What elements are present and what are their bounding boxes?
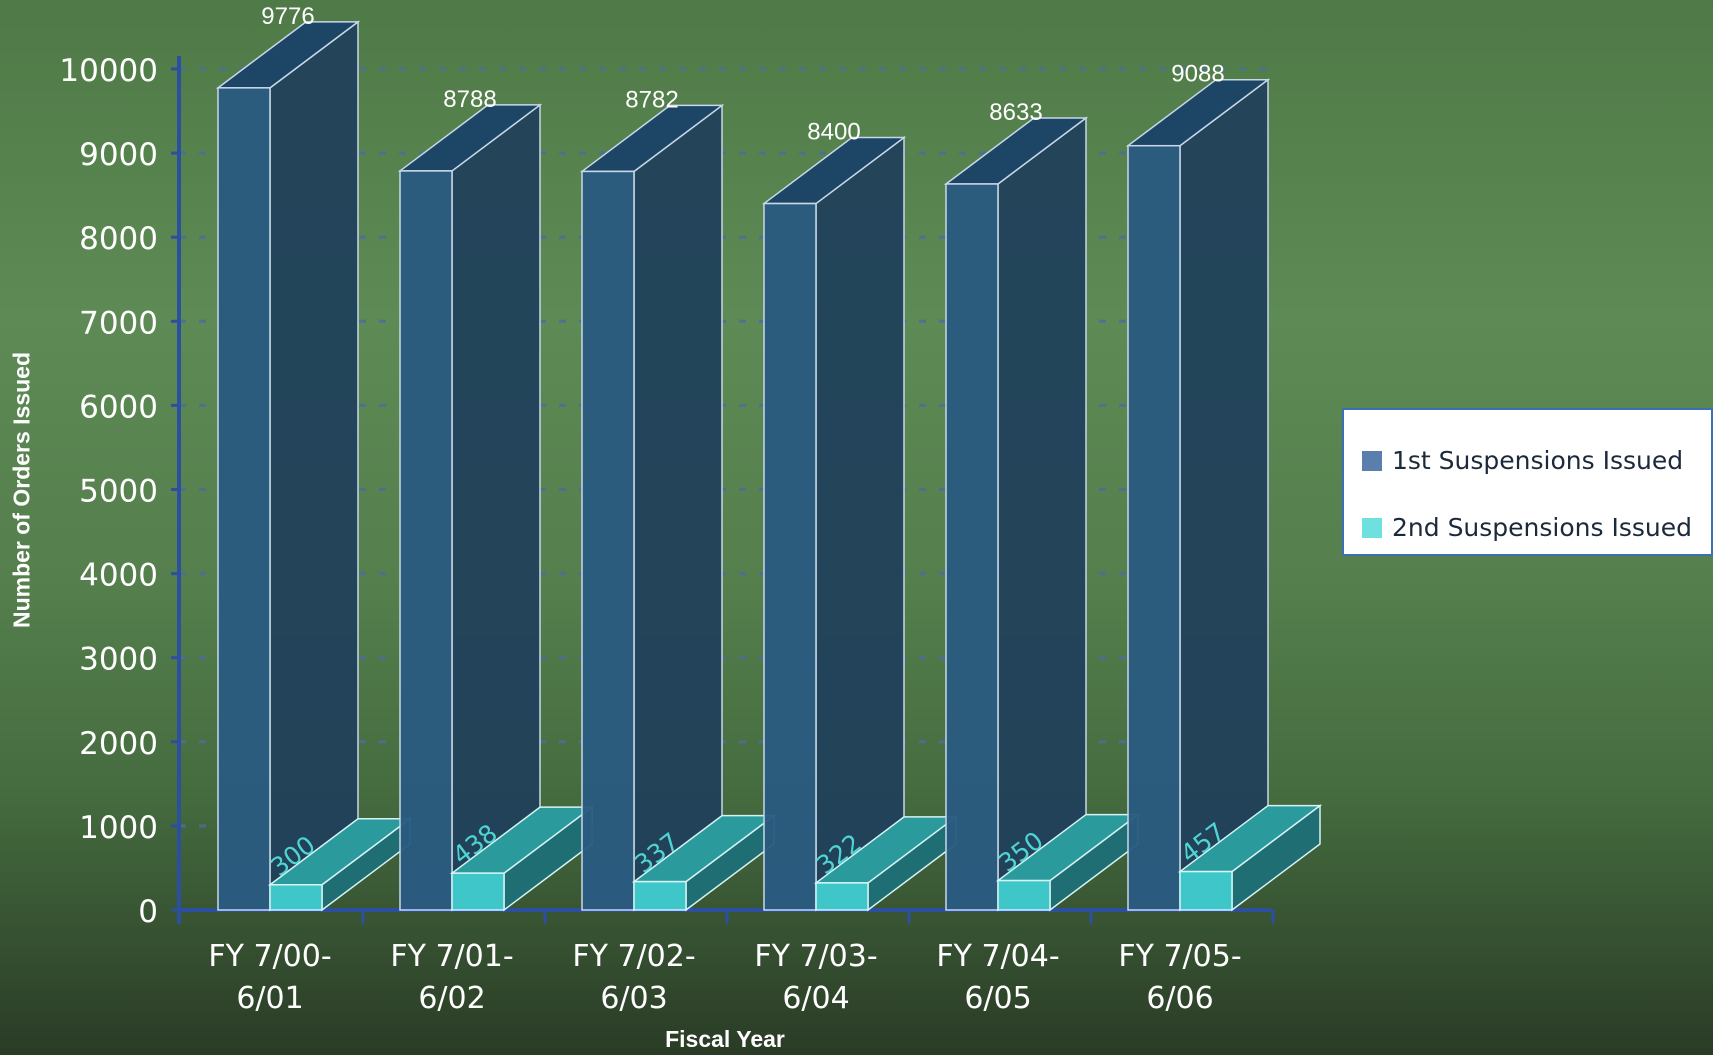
data-label-1st: 9088 [1171,61,1224,88]
x-axis-title: Fiscal Year [665,1026,785,1052]
bar-2nd-front [815,882,869,911]
axes [171,56,1275,924]
data-label-1st: 8782 [625,86,678,113]
bar-2nd-front [451,872,505,911]
bar-1st-side [815,136,905,912]
x-category-label: FY 7/01- [390,939,513,974]
bar-2nd-front [1179,870,1233,911]
bar-1st-front [1127,144,1181,911]
y-tick-label: 3000 [79,642,158,678]
y-tick-label: 5000 [79,474,158,510]
bar-1st-front [763,202,817,911]
x-category-label: FY 7/02- [572,939,695,974]
y-axis-title: Number of Orders Issued [8,351,35,629]
y-tick-label: 9000 [79,137,158,173]
bar-1st-side [633,103,723,912]
y-tick-label: 2000 [79,726,158,762]
data-label-1st: 8400 [807,119,860,146]
y-tick-label: 8000 [79,221,158,257]
legend-label-1st: 1st Suspensions Issued [1392,446,1684,475]
y-tick-label: 6000 [79,389,158,425]
bar-1st-front [217,87,271,911]
bar-1st-side [269,20,359,912]
legend-label-2nd: 2nd Suspensions Issued [1392,513,1692,542]
bar-2nd-front [269,884,323,911]
data-label-1st: 8788 [443,86,496,113]
y-tick-label: 7000 [79,305,158,341]
x-category-label: FY 7/00- [208,939,331,974]
bar-1st-front [945,183,999,911]
legend-item-2nd: 2nd Suspensions Issued [1362,513,1692,542]
legend-item-1st: 1st Suspensions Issued [1362,446,1683,475]
bar-2nd-front [633,880,687,911]
y-tick-label: 10000 [59,53,158,89]
bar-1st-front [581,170,635,911]
y-tick-label: 0 [138,894,158,930]
legend-swatch-2nd [1362,517,1382,538]
x-category-label: FY 7/03- [754,939,877,974]
x-category-label: 6/06 [1146,981,1213,1016]
bars [215,20,1323,912]
x-category-label: 6/05 [964,981,1031,1016]
x-category-label: FY 7/04- [936,939,1059,974]
grid-lines [179,67,1272,828]
x-category-label: 6/02 [418,981,485,1016]
x-category-label: 6/01 [236,981,303,1016]
legend-swatch-1st [1362,450,1382,471]
y-tick-label: 1000 [79,810,158,846]
bar-1st-front [399,170,453,911]
y-tick-label: 4000 [79,558,158,594]
bar-1st-side [1179,78,1269,912]
bar-2nd-front [997,879,1051,911]
bar-1st-side [997,116,1087,912]
bar-1st-side [451,103,541,912]
x-category-label: FY 7/05- [1118,939,1241,974]
legend: 1st Suspensions Issued 2nd Suspensions I… [1342,408,1713,556]
data-label-1st: 9776 [261,3,314,30]
x-category-label: 6/03 [600,981,667,1016]
data-label-1st: 8633 [989,99,1042,126]
x-category-label: 6/04 [782,981,849,1016]
